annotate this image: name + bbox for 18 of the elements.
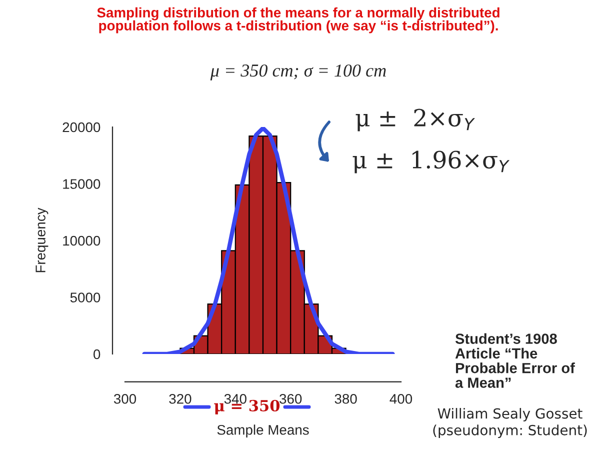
y-tick-label: 20000 bbox=[62, 122, 100, 132]
annotation: μ ± 1.96×σ$_{Y}$ bbox=[352, 150, 510, 174]
x-tick-label: 380 bbox=[334, 394, 357, 404]
annotation: μ ± 2×σ$_{Y}$ bbox=[356, 108, 475, 132]
x-axis-title: Sample Means bbox=[217, 424, 309, 438]
chart-title: Sampling distribution of the means for a normally distributed population follows a t-distribution (we say “is t-distributed”). bbox=[97, 7, 500, 34]
x-tick-label: 360 bbox=[280, 394, 302, 404]
y-axis-title: Frequency bbox=[36, 208, 48, 272]
chart-subtitle: μ = 350 cm; σ = 100 cm bbox=[210, 64, 386, 80]
text: William Sealy Gosset (pseudonym: Student) bbox=[433, 408, 587, 438]
y-tick-label: 10000 bbox=[63, 236, 100, 246]
x-tick-label: 300 bbox=[114, 394, 136, 404]
y-tick-label: 5000 bbox=[70, 292, 100, 302]
text: Student’s 1908 Article “The Probable Error of a Mean” bbox=[455, 333, 575, 388]
x-tick-label: 320 bbox=[169, 394, 192, 404]
y-tick-label: 15000 bbox=[63, 179, 100, 189]
x-tick-label: 400 bbox=[390, 394, 412, 404]
y-tick-label: 0 bbox=[94, 349, 100, 360]
